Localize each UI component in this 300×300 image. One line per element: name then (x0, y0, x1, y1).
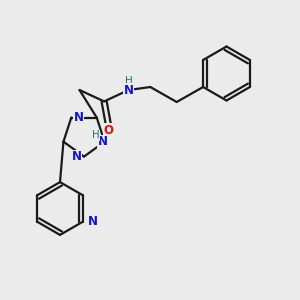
Text: N: N (72, 150, 82, 163)
Text: O: O (103, 124, 114, 137)
Text: H: H (92, 130, 99, 140)
Text: H: H (125, 76, 133, 86)
Text: N: N (124, 83, 134, 97)
Text: N: N (74, 111, 84, 124)
Text: N: N (88, 215, 98, 228)
Text: N: N (98, 135, 108, 148)
